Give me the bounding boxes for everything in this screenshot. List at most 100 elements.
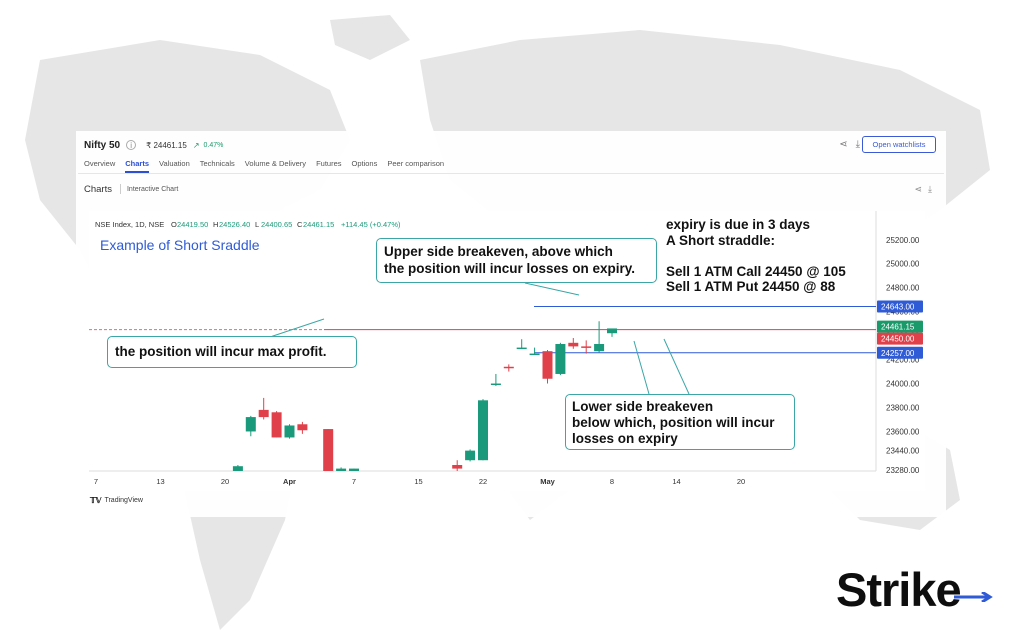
lower-breakeven-callout: Lower side breakeven below which, positi… — [565, 394, 795, 450]
candle-up — [232, 466, 243, 471]
info-line — [666, 248, 846, 264]
candle-up — [349, 468, 359, 471]
candle-up — [245, 417, 256, 432]
price-label-text: 24643.00 — [881, 303, 915, 312]
charts-title: Charts — [84, 183, 112, 195]
chart-download-icon[interactable]: ⤓ — [928, 183, 932, 194]
info-line: A Short straddle: — [666, 232, 776, 248]
example-title: Example of Short Sraddle — [100, 237, 260, 253]
callout-connectors — [263, 282, 690, 395]
callout-line: Upper side breakeven, above which — [384, 244, 613, 259]
share-icon[interactable]: ⋖ — [839, 139, 848, 150]
candle-down — [452, 465, 463, 469]
x-tick-label: 20 — [737, 477, 745, 486]
info-line: Sell 1 ATM Call 24450 @ 105 — [666, 263, 846, 279]
y-tick-label: 23440.00 — [886, 447, 920, 456]
tab-futures[interactable]: Futures — [316, 159, 342, 168]
chart-lines — [89, 306, 876, 354]
candle-up — [529, 353, 540, 356]
ohlc-legend: NSE Index, 1D, NSE O 24419.50 H 24526.40… — [95, 220, 401, 229]
callout-line: below which, position will incur — [572, 415, 775, 430]
candle-down — [568, 342, 579, 347]
y-tick-label: 25000.00 — [886, 260, 920, 269]
time-axis: 7 13 20 Apr 7 15 22 May 8 14 20 — [94, 477, 745, 486]
tradingview-logo-icon: 𝕋𝕍 — [90, 496, 102, 505]
x-tick-label: 13 — [156, 477, 164, 486]
charts-subtitle: Interactive Chart — [126, 185, 179, 193]
candles — [232, 321, 617, 471]
legend-close: 24461.15 — [303, 220, 334, 229]
legend-change: +114.45 (+0.47%) — [341, 220, 401, 229]
legend-low-label: L — [255, 220, 259, 229]
x-tick-label: 7 — [352, 477, 356, 486]
candle-down — [323, 429, 334, 471]
tradingview-label: TradingView — [104, 497, 143, 504]
x-tick-label: 8 — [610, 477, 614, 486]
legend-open-label: O — [171, 220, 177, 229]
quote-header: Nifty 50 i ₹ 24461.15 ↗ 0.47% ⋖ ⤓ Open w… — [78, 135, 944, 155]
candle-up — [594, 344, 605, 352]
y-tick-label: 23600.00 — [886, 427, 920, 436]
candle-down — [297, 424, 308, 431]
chart-share-icon[interactable]: ⋖ — [914, 183, 923, 194]
tab-technicals[interactable]: Technicals — [199, 159, 235, 168]
charts-header: Charts Interactive Chart ⋖ ⤓ — [78, 181, 944, 197]
upper-breakeven-callout: Upper side breakeven, above which the po… — [376, 238, 657, 283]
price-label-upper_breakeven — [877, 300, 923, 313]
candle-up — [607, 328, 617, 334]
candle-down — [542, 351, 553, 379]
tradingview-attribution[interactable]: 𝕋𝕍 TradingView — [90, 496, 143, 505]
candle-down — [258, 409, 269, 418]
divider — [119, 184, 121, 194]
tab-bar: Overview Charts Valuation Technicals Volume … — [78, 157, 944, 174]
price-label-text: 24257.00 — [881, 349, 915, 358]
tab-valuation[interactable]: Valuation — [159, 159, 190, 168]
download-icon[interactable]: ⤓ — [855, 139, 860, 150]
trend-up-icon: ↗ — [192, 140, 200, 150]
candle-up — [490, 383, 501, 386]
max-profit-callout: the position will incur max profit. — [107, 336, 357, 368]
legend-close-label: C — [297, 220, 303, 229]
legend-symbol: NSE Index, 1D, NSE — [95, 220, 164, 229]
tab-volume-delivery[interactable]: Volume & Delivery — [244, 159, 307, 168]
x-tick-label: 22 — [479, 477, 487, 486]
tab-peer-comparison[interactable]: Peer comparison — [387, 159, 445, 168]
price-label-text: 24450.00 — [881, 335, 915, 344]
y-tick-label: 24000.00 — [886, 380, 920, 389]
x-tick-label: 15 — [414, 477, 422, 486]
candle-down — [503, 366, 514, 369]
y-tick-label: 24800.00 — [886, 284, 920, 293]
callout-line: the position will incur losses on expiry… — [384, 261, 636, 276]
max-profit-connector — [263, 318, 325, 340]
strike-logo: Strike — [836, 562, 993, 617]
price-labels: 24643.00 24461.15 24450.00 24257.00 — [877, 300, 923, 359]
legend-open: 24419.50 — [177, 220, 208, 229]
lower-connector-2 — [663, 338, 690, 395]
candle-up — [555, 344, 566, 374]
y-tick-label: 23280.00 — [886, 466, 920, 475]
candle-down — [581, 346, 592, 348]
y-tick-label: 23800.00 — [886, 404, 920, 413]
x-tick-label: May — [540, 477, 555, 486]
instrument-price: ₹ 24461.15 — [146, 140, 187, 150]
candle-up — [284, 425, 295, 438]
x-tick-label: 14 — [672, 477, 680, 486]
price-label-last_price — [877, 320, 923, 333]
y-tick-label: 24200.00 — [886, 356, 920, 365]
open-watchlists-button[interactable]: Open watchlists — [862, 136, 936, 153]
upper-connector — [524, 282, 580, 296]
legend-high: 24526.40 — [219, 220, 250, 229]
candle-up — [478, 400, 488, 461]
tab-charts[interactable]: Charts — [125, 157, 150, 173]
price-change-pct: 0.47% — [203, 141, 224, 149]
info-icon[interactable]: i — [126, 140, 137, 150]
legend-low: 24400.65 — [261, 220, 292, 229]
strategy-info: expiry is due in 3 days A Short straddle… — [666, 217, 846, 295]
tab-overview[interactable]: Overview — [84, 159, 116, 168]
candle-up — [336, 468, 347, 471]
price-label-lower_breakeven — [877, 346, 923, 359]
tab-options[interactable]: Options — [351, 159, 378, 168]
y-tick-label: 25200.00 — [886, 236, 920, 245]
callout-line: Lower side breakeven — [572, 399, 714, 414]
instrument-name: Nifty 50 — [84, 139, 121, 151]
